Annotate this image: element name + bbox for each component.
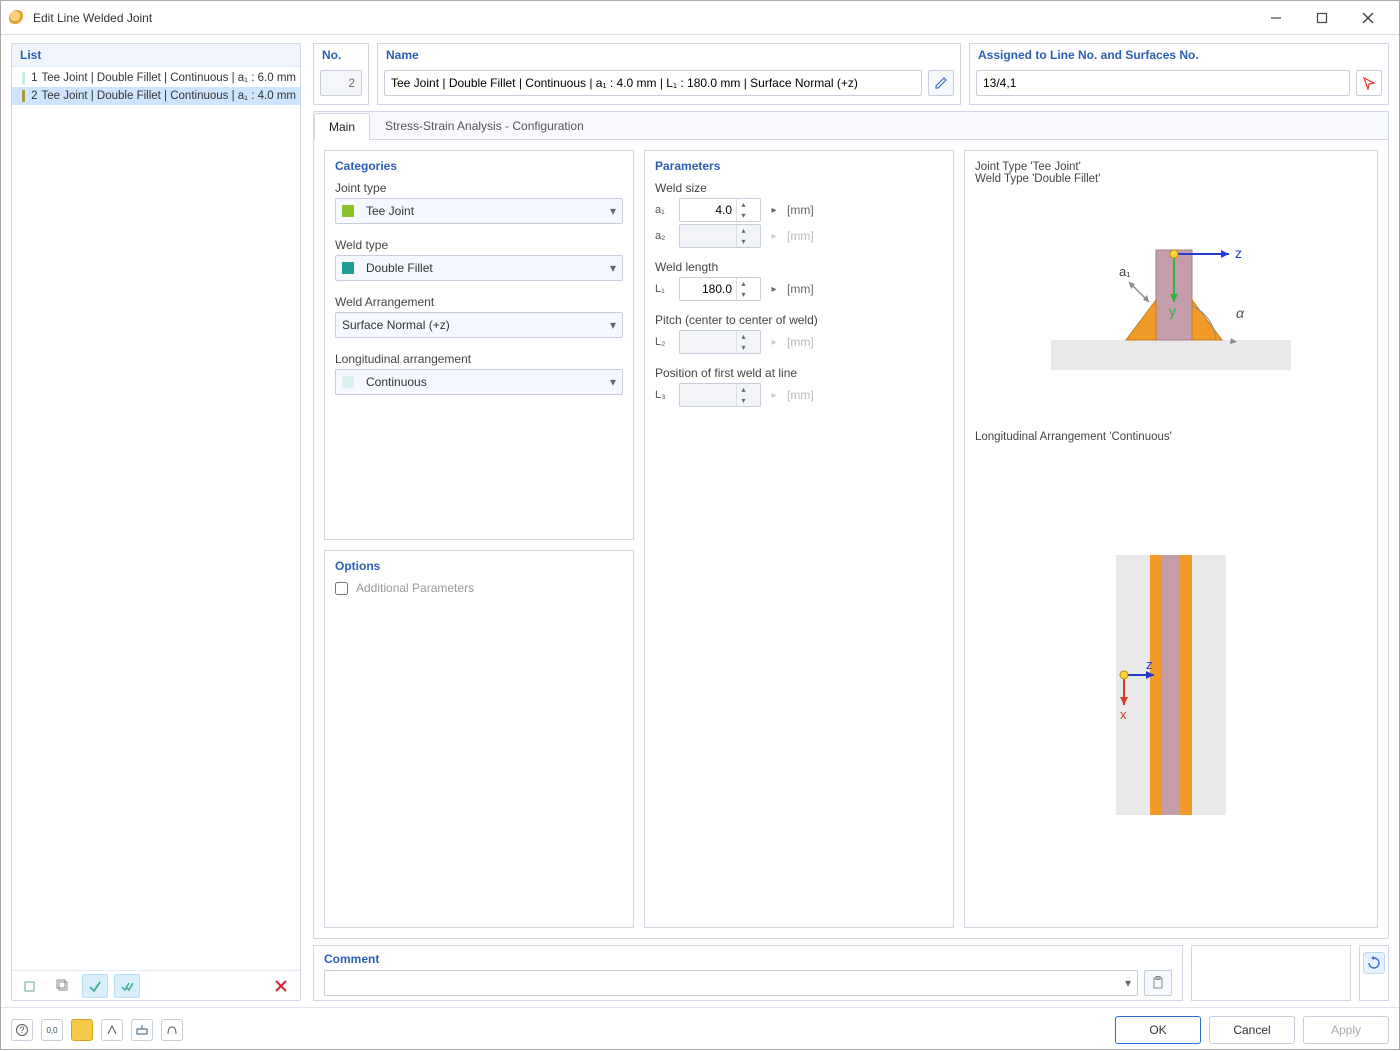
svg-text:α: α (1236, 305, 1245, 321)
joint-diagram: α a₁ z y (1031, 210, 1311, 400)
a2-input: ▴▾ (679, 224, 761, 248)
svg-text:z: z (1146, 657, 1153, 672)
help-button[interactable]: ? (11, 1019, 33, 1041)
window-title: Edit Line Welded Joint (33, 11, 1253, 25)
chevron-down-icon: ▾ (610, 375, 616, 389)
comment-panel: Comment ▾ (313, 945, 1183, 1001)
apply-button[interactable]: Apply (1303, 1016, 1389, 1044)
comment-clipboard-button[interactable] (1144, 970, 1172, 996)
link-out-icon[interactable]: ▸ (767, 205, 781, 216)
svg-text:x: x (1120, 707, 1127, 722)
cancel-button[interactable]: Cancel (1209, 1016, 1295, 1044)
list-item-swatch (22, 90, 25, 102)
l2-input: ▴▾ (679, 330, 761, 354)
list-item[interactable]: 1 Tee Joint | Double Fillet | Continuous… (12, 69, 300, 87)
additional-parameters-checkbox[interactable] (335, 582, 348, 595)
tab-main[interactable]: Main (314, 113, 370, 140)
chevron-down-icon: ▾ (610, 261, 616, 275)
longitudinal-combo[interactable]: Continuous ▾ (335, 369, 623, 395)
list-footer (12, 970, 300, 1000)
weld-arrangement-combo[interactable]: Surface Normal (+z) ▾ (335, 312, 623, 338)
l3-input: ▴▾ (679, 383, 761, 407)
name-input[interactable] (384, 70, 922, 96)
no-box: No. (313, 43, 369, 105)
chevron-down-icon: ▾ (1125, 976, 1131, 990)
name-box: Name (377, 43, 961, 105)
assigned-input[interactable] (976, 70, 1350, 96)
tool-b-button[interactable] (131, 1019, 153, 1041)
chevron-down-icon: ▾ (610, 318, 616, 332)
minimize-button[interactable] (1253, 3, 1299, 33)
list-body: 1 Tee Joint | Double Fillet | Continuous… (12, 67, 300, 970)
list-item-label: Tee Joint | Double Fillet | Continuous |… (42, 90, 296, 102)
new-item-button[interactable] (18, 974, 44, 998)
svg-text:a₁: a₁ (1119, 264, 1131, 279)
refresh-panel (1359, 945, 1389, 1001)
tool-c-button[interactable] (161, 1019, 183, 1041)
list-item[interactable]: 2 Tee Joint | Double Fillet | Continuous… (12, 87, 300, 105)
units-button[interactable]: 0,0 (41, 1019, 63, 1041)
toggle-a-button[interactable] (82, 974, 108, 998)
delete-item-button[interactable] (268, 974, 294, 998)
ok-button[interactable]: OK (1115, 1016, 1201, 1044)
comment-side-panel (1191, 945, 1351, 1001)
longitudinal-diagram: zx (1106, 555, 1236, 815)
link-out-icon[interactable]: ▸ (767, 284, 781, 295)
close-button[interactable] (1345, 3, 1391, 33)
joint-type-combo[interactable]: Tee Joint ▾ (335, 198, 623, 224)
svg-text:y: y (1169, 303, 1176, 319)
list-item-swatch (22, 72, 25, 84)
tool-a-button[interactable] (101, 1019, 123, 1041)
a1-input[interactable]: ▴▾ (679, 198, 761, 222)
color-button[interactable] (71, 1019, 93, 1041)
list-item-label: Tee Joint | Double Fillet | Continuous |… (42, 72, 296, 84)
app-icon (9, 10, 25, 26)
categories-title: Categories (335, 159, 623, 173)
titlebar: Edit Line Welded Joint (1, 1, 1399, 35)
l1-input[interactable]: ▴▾ (679, 277, 761, 301)
tab-ssa[interactable]: Stress-Strain Analysis - Configuration (370, 112, 599, 139)
maximize-button[interactable] (1299, 3, 1345, 33)
weld-type-combo[interactable]: Double Fillet ▾ (335, 255, 623, 281)
svg-text:0,0: 0,0 (46, 1026, 58, 1035)
assigned-box: Assigned to Line No. and Surfaces No. (969, 43, 1389, 105)
copy-item-button[interactable] (50, 974, 76, 998)
chevron-down-icon: ▾ (610, 204, 616, 218)
svg-text:z: z (1235, 245, 1242, 261)
pick-object-button[interactable] (1356, 70, 1382, 96)
no-input[interactable] (320, 70, 362, 96)
svg-text:?: ? (19, 1025, 24, 1035)
comment-combo[interactable]: ▾ (324, 970, 1138, 996)
parameters-title: Parameters (655, 159, 943, 173)
list-header: List (12, 44, 300, 67)
list-panel: List 1 Tee Joint | Double Fillet | Conti… (11, 43, 301, 1001)
refresh-button[interactable] (1363, 952, 1385, 974)
toggle-b-button[interactable] (114, 974, 140, 998)
options-title: Options (335, 559, 623, 573)
edit-name-button[interactable] (928, 70, 954, 96)
tabs: Main Stress-Strain Analysis - Configurat… (314, 112, 1388, 140)
bottom-bar: ? 0,0 OK Cancel Apply (1, 1007, 1399, 1051)
